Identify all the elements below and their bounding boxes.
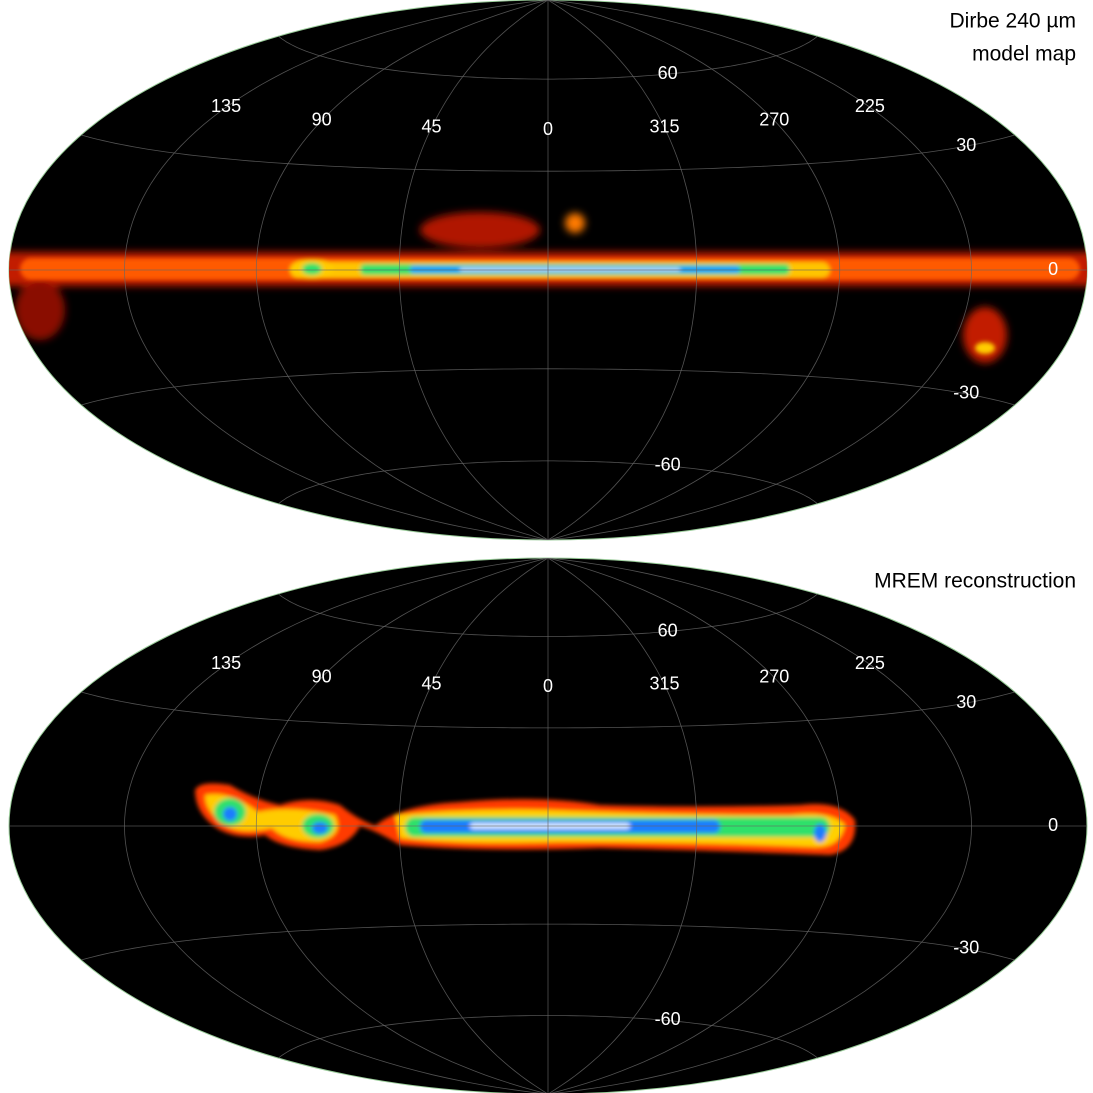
parallel	[278, 35, 818, 80]
latitude-label: 60	[658, 63, 678, 83]
latitude-label: 60	[658, 620, 678, 640]
longitude-label: 90	[312, 109, 332, 129]
map-title: Dirbe 240 µm	[950, 10, 1076, 33]
emission	[195, 783, 856, 855]
map-panel	[8, 557, 1088, 1093]
parallel	[81, 923, 1015, 961]
longitude-label: 0	[543, 676, 553, 696]
longitude-label: 270	[759, 666, 789, 686]
map-title: model map	[972, 43, 1076, 66]
parallel	[81, 691, 1015, 729]
longitude-label: 45	[421, 674, 441, 694]
longitude-label: 135	[211, 653, 241, 673]
longitude-label: 45	[421, 117, 441, 137]
map-title: MREM reconstruction	[874, 570, 1076, 593]
latitude-label: 30	[956, 135, 976, 155]
parallel	[278, 593, 818, 637]
latitude-label: 0	[1048, 259, 1058, 279]
longitude-label: 0	[543, 119, 553, 139]
longitude-label: 225	[855, 96, 885, 116]
latitude-label: -60	[655, 1009, 681, 1029]
parallel	[81, 134, 1015, 172]
parallel	[278, 460, 818, 505]
longitude-label: 270	[759, 109, 789, 129]
latitude-label: 0	[1048, 815, 1058, 835]
longitude-label: 315	[650, 117, 680, 137]
parallel	[278, 1015, 818, 1059]
map-panel	[8, 0, 1088, 541]
longitude-label: 315	[650, 674, 680, 694]
longitude-label: 90	[312, 666, 332, 686]
parallel	[81, 368, 1015, 406]
longitude-label: 135	[211, 96, 241, 116]
latitude-label: 30	[956, 692, 976, 712]
latitude-label: -30	[953, 383, 979, 403]
longitude-label: 225	[855, 653, 885, 673]
latitude-label: -30	[953, 938, 979, 958]
latitude-label: -60	[655, 455, 681, 475]
